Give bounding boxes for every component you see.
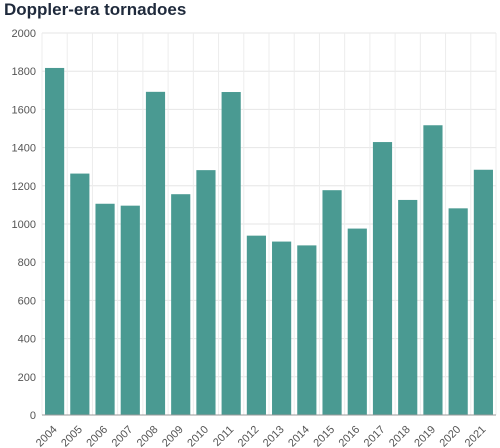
bar-2007[interactable]	[120, 205, 140, 415]
x-tick-label: 2020	[437, 424, 463, 448]
x-tick-label: 2009	[160, 424, 186, 448]
x-tick-label: 2018	[387, 424, 413, 448]
y-tick-label: 800	[18, 257, 36, 269]
y-tick-label: 400	[18, 334, 36, 346]
x-tick-label: 2013	[261, 424, 287, 448]
y-tick-label: 1400	[12, 143, 36, 155]
y-axis: 0 200 400 600 800 1000 1200 1400 1600 1800 2000	[12, 28, 36, 422]
bars	[45, 67, 493, 416]
x-tick-label: 2016	[337, 424, 363, 448]
y-tick-label: 2000	[12, 28, 36, 40]
y-tick-label: 200	[18, 372, 36, 384]
x-tick-label: 2010	[185, 424, 211, 448]
bar-2011[interactable]	[221, 92, 241, 416]
y-tick-label: 600	[18, 295, 36, 307]
x-tick-label: 2008	[135, 424, 161, 448]
bar-2018[interactable]	[398, 199, 418, 415]
bar-2016[interactable]	[347, 228, 367, 415]
gridlines	[41, 32, 497, 416]
y-tick-label: 1600	[12, 104, 36, 116]
bar-2008[interactable]	[145, 91, 166, 415]
x-tick-label: 2021	[463, 424, 489, 448]
x-tick-label: 2012	[236, 424, 262, 448]
bar-2009[interactable]	[171, 194, 191, 415]
chart-title: Doppler-era tornadoes	[4, 0, 187, 19]
bar-2019[interactable]	[423, 125, 443, 416]
x-tick-label: 2014	[286, 424, 312, 448]
x-tick-label: 2017	[362, 424, 388, 448]
y-tick-label: 1200	[12, 181, 36, 193]
bar-2014[interactable]	[297, 245, 317, 415]
bar-2020[interactable]	[448, 208, 468, 415]
bar-2005[interactable]	[70, 173, 90, 415]
bar-2021[interactable]	[473, 169, 493, 415]
bar-2015[interactable]	[322, 190, 342, 415]
bar-2004[interactable]	[45, 67, 65, 415]
bar-2006[interactable]	[95, 203, 115, 415]
x-tick-label: 2015	[311, 424, 337, 448]
bar-2012[interactable]	[246, 235, 266, 415]
x-axis: 2004 2005 2006 2007 2008 2009 2010 2011 2012 2013…	[34, 424, 489, 448]
x-tick-label: 2005	[59, 424, 85, 448]
y-tick-label: 1000	[12, 219, 36, 231]
y-tick-label: 1800	[12, 66, 36, 78]
x-tick-label: 2004	[34, 424, 60, 448]
bar-2010[interactable]	[196, 170, 216, 415]
y-tick-label: 0	[30, 410, 36, 422]
bar-2017[interactable]	[372, 142, 393, 415]
x-tick-label: 2007	[110, 424, 136, 448]
bar-2013[interactable]	[272, 241, 292, 415]
x-tick-label: 2011	[211, 424, 236, 448]
x-tick-label: 2019	[412, 424, 438, 448]
x-tick-label: 2006	[84, 424, 110, 448]
